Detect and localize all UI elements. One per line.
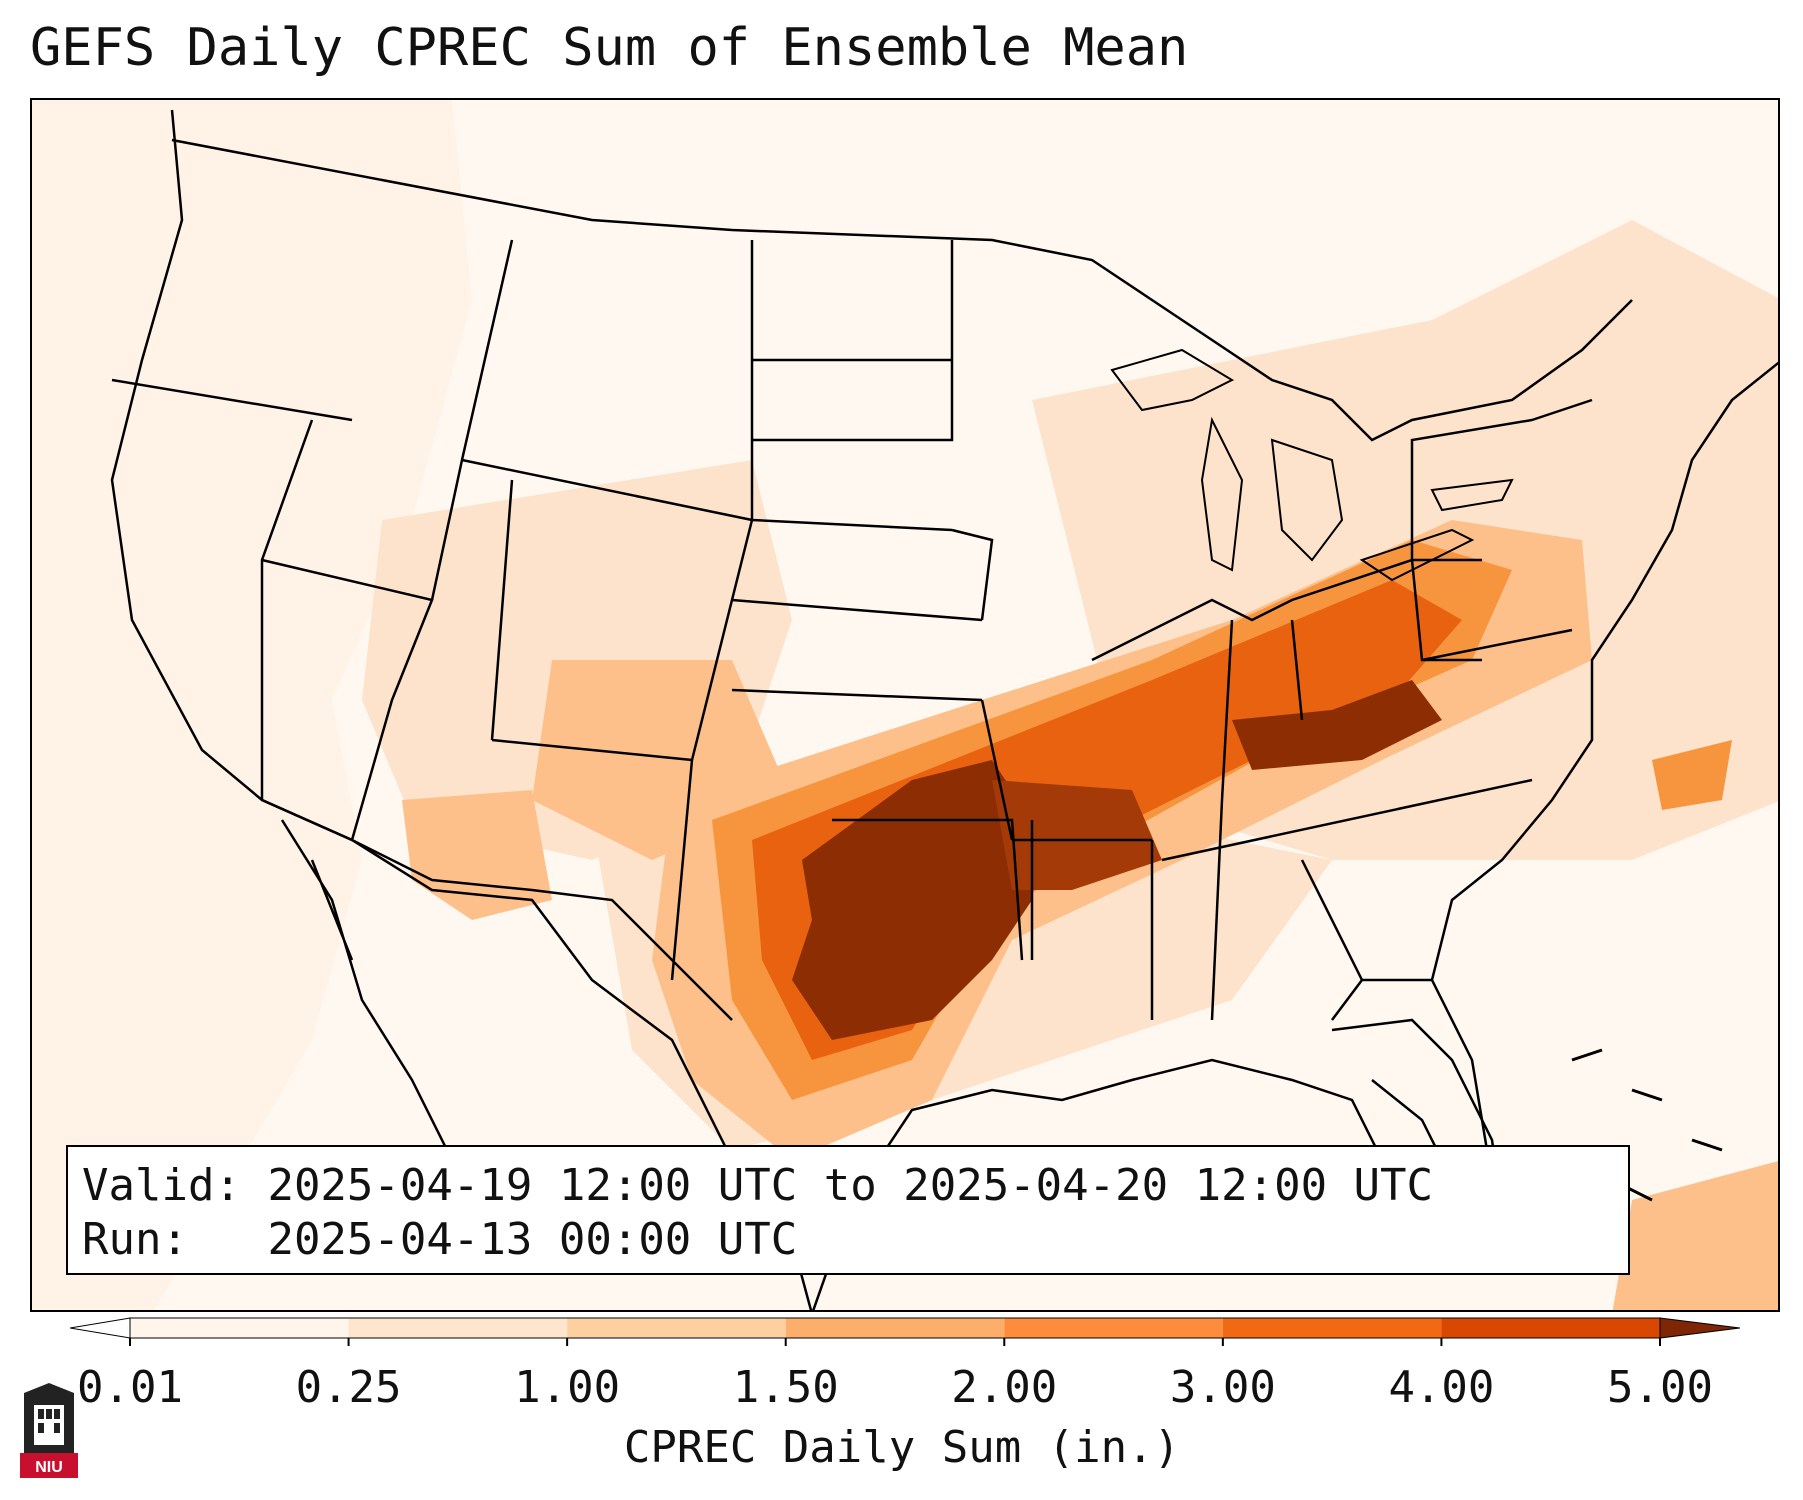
precip-field: [32, 100, 1778, 1310]
precipitation-map[interactable]: [30, 98, 1780, 1312]
colorbar-title: CPREC Daily Sum (in.): [623, 1422, 1181, 1473]
colorbar-outline: [129, 1317, 1661, 1339]
valid-run-info-box: Valid: 2025-04-19 12:00 UTC to 2025-04-2…: [66, 1145, 1630, 1275]
colorbar-segment: [785, 1318, 1005, 1338]
valid-label: Valid:: [82, 1160, 241, 1211]
state-lines: [111, 239, 1593, 1021]
map-canvas: [32, 100, 1778, 1310]
valid-value: 2025-04-19 12:00 UTC to 2025-04-20 12:00…: [267, 1160, 1434, 1211]
precip-mid-atlantic: [1652, 740, 1732, 810]
precip-max-kentucky: [1232, 680, 1442, 770]
colorbar-segment: [1441, 1318, 1660, 1338]
precip-max-arkansas: [992, 780, 1162, 890]
precip-max-oklahoma: [792, 760, 1032, 1040]
run-value: 2025-04-13 00:00 UTC: [267, 1214, 798, 1265]
logo-text: NIU: [35, 1459, 63, 1476]
colorbar-segment: [130, 1318, 349, 1338]
logo-banner: [20, 1453, 78, 1478]
colorbar-segment: [1004, 1318, 1223, 1338]
colorbar-segment: [567, 1318, 786, 1338]
colorbar-tick-label: 2.00: [951, 1362, 1058, 1413]
colorbar-under-extension: [70, 1317, 131, 1339]
colorbar-tick-label: 0.25: [295, 1362, 402, 1413]
colorbar-tick-label: 4.00: [1388, 1362, 1495, 1413]
run-label: Run:: [82, 1214, 188, 1265]
canada-border: [171, 138, 1633, 442]
colorbar-segments: [70, 1317, 1740, 1346]
colorbar-over-extension: [1659, 1317, 1740, 1339]
colorbar: [70, 1317, 1740, 1346]
niu-logo: NIU: [20, 1383, 78, 1478]
baja-outline: [280, 819, 454, 1161]
colorbar-tick-label: 5.00: [1607, 1362, 1713, 1413]
precip-mid-caribbean: [1612, 1161, 1778, 1310]
boundaries: [110, 109, 1778, 1310]
map-title: GEFS Daily CPREC Sum of Ensemble Mean: [30, 18, 1189, 78]
colorbar-tick-label: 1.00: [514, 1362, 621, 1413]
colorbar-segment: [348, 1318, 568, 1338]
colorbar-tick-label: 3.00: [1169, 1362, 1276, 1413]
colorbar-segment: [1222, 1318, 1442, 1338]
great-lakes: [1110, 348, 1514, 582]
colorbar-tick-label: 1.50: [732, 1362, 839, 1413]
caribbean-islands: [1571, 1048, 1723, 1202]
precip-light-west: [32, 100, 472, 1310]
colorbar-tick-label: 0.01: [77, 1362, 183, 1413]
